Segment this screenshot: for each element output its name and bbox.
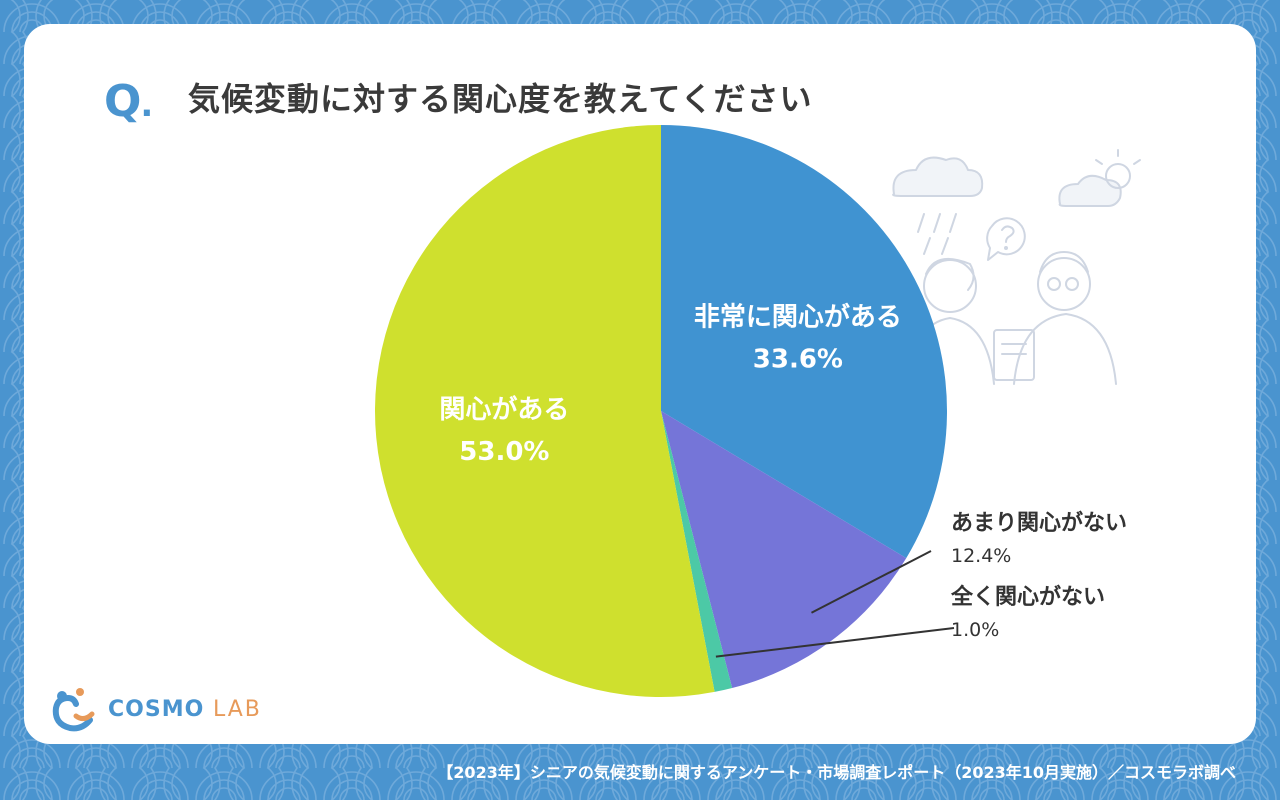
slice-value-1: 33.6% (753, 344, 843, 374)
pie-slice-2 (661, 411, 907, 689)
logo-text: COSMO LAB (108, 697, 262, 722)
pie-chart: 非常に関心がある 33.6% あまり関心がない 12.4% 全く関心がない 1.0% 関心が… (374, 125, 1127, 697)
question-title: 気候変動に対する関心度を教えてください (188, 80, 813, 118)
chart-card: Q. 気候変動に対する関心度を教えてください 非常に関心がある 33.6% あまり関… (24, 24, 1256, 744)
cosmo-lab-logo (52, 688, 95, 732)
question-mark: Q. (104, 76, 153, 127)
leader-line-3 (715, 627, 955, 658)
slice-label-1: 非常に関心がある (694, 301, 902, 332)
footer-source: 【2023年】シニアの気候変動に関するアンケート・市場調査レポート（2023年1… (437, 763, 1236, 782)
slice-value-3: 1.0% (951, 619, 999, 641)
slice-label-2: あまり関心がない (951, 510, 1127, 536)
slice-label-4: 関心がある (439, 394, 569, 425)
slice-label-3: 全く関心がない (950, 584, 1105, 610)
pie-slice-1 (661, 125, 947, 559)
leader-line-2 (811, 550, 932, 614)
slice-value-4: 53.0% (459, 437, 549, 467)
slice-value-2: 12.4% (951, 545, 1011, 567)
pie-slice-4 (374, 125, 715, 697)
pie-slice-3 (661, 411, 733, 692)
